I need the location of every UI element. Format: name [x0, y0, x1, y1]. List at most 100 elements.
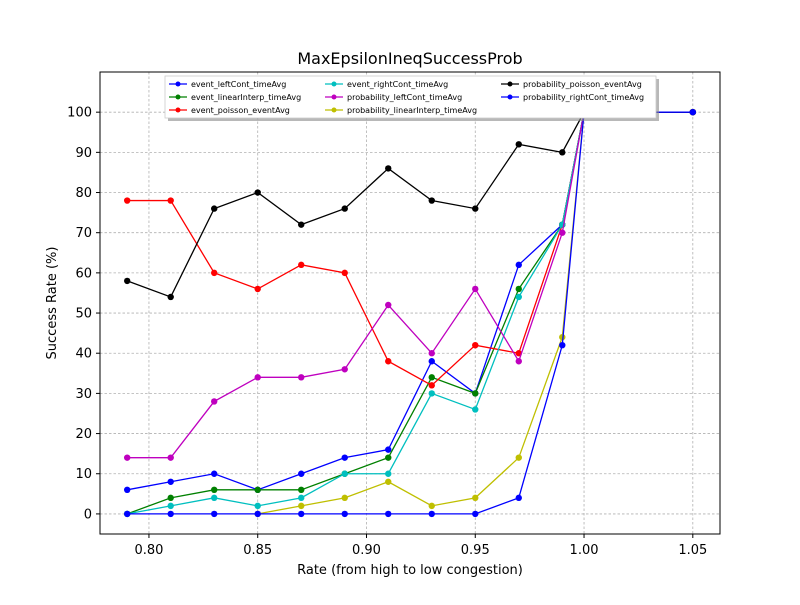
data-point — [428, 390, 435, 397]
data-point — [341, 205, 348, 212]
data-point — [515, 285, 522, 293]
legend-label: probability_poisson_eventAvg — [523, 80, 642, 89]
data-point — [211, 470, 218, 477]
data-point — [167, 510, 174, 518]
data-point — [559, 341, 566, 349]
data-point — [211, 494, 218, 502]
x-axis-label: Rate (from high to low congestion) — [297, 563, 523, 578]
data-point — [559, 333, 566, 341]
data-point — [254, 285, 261, 293]
legend-swatch-marker — [175, 107, 181, 113]
legend-item: probability_rightCont_timeAvg — [501, 93, 644, 102]
legend-item: probability_leftCont_timeAvg — [325, 93, 462, 102]
legend: event_leftCont_timeAvg event_linearInterp… — [164, 75, 659, 121]
legend-label: probability_linearInterp_timeAvg — [347, 106, 477, 115]
y-tick-label: 10 — [75, 467, 92, 482]
data-point — [298, 374, 305, 381]
chart-title: MaxEpsilonIneqSuccessProb — [297, 49, 522, 68]
data-point — [428, 350, 435, 357]
data-point — [385, 454, 392, 461]
legend-item: event_rightCont_timeAvg — [325, 80, 448, 89]
data-point — [559, 149, 566, 156]
legend-box — [164, 75, 657, 119]
data-point — [428, 197, 435, 204]
data-point — [385, 446, 392, 453]
legend-swatch-marker — [331, 107, 337, 113]
legend-swatch-marker — [175, 94, 181, 100]
grid-lines — [100, 72, 720, 534]
data-point — [211, 486, 218, 494]
legend-swatch-marker — [331, 94, 337, 100]
data-point — [341, 269, 348, 277]
data-point — [428, 358, 435, 365]
data-point — [385, 301, 392, 309]
data-point — [211, 398, 218, 405]
data-point — [428, 502, 435, 510]
data-point — [123, 197, 131, 204]
legend-swatch-marker — [507, 94, 513, 100]
legend-label: event_poisson_eventAvg — [191, 106, 290, 115]
legend-label: event_leftCont_timeAvg — [191, 80, 286, 89]
data-point — [341, 470, 348, 477]
data-point — [123, 277, 131, 285]
data-point — [472, 341, 479, 349]
y-tick-label: 40 — [75, 347, 92, 362]
data-point — [515, 358, 522, 365]
data-point — [211, 269, 218, 277]
data-point — [167, 478, 174, 485]
data-point — [298, 486, 305, 494]
x-tick-label: 0.85 — [243, 543, 272, 558]
axis-ticks: 0.80 0.85 0.90 0.95 1.00 1.05 0 10 20 30 40 50 60 70 8… — [67, 106, 707, 558]
data-point — [298, 261, 305, 269]
data-point — [385, 470, 392, 477]
x-tick-label: 0.95 — [461, 543, 490, 558]
x-tick-label: 1.00 — [570, 543, 599, 558]
data-point — [428, 510, 435, 518]
y-tick-label: 60 — [75, 266, 92, 281]
data-point — [254, 502, 261, 510]
data-point — [385, 165, 392, 172]
data-point — [472, 205, 479, 212]
data-point — [472, 285, 479, 293]
data-point — [472, 406, 479, 413]
data-point — [167, 454, 174, 461]
data-point — [515, 293, 522, 301]
legend-item: event_poisson_eventAvg — [169, 106, 290, 115]
data-point — [167, 293, 174, 301]
data-point — [472, 390, 479, 397]
data-point — [298, 502, 305, 510]
data-point — [385, 478, 392, 485]
legend-label: probability_rightCont_timeAvg — [523, 93, 644, 102]
y-tick-label: 20 — [75, 427, 92, 442]
data-point — [123, 454, 131, 461]
data-point — [211, 205, 218, 212]
legend-swatch-marker — [507, 81, 513, 87]
data-point — [515, 261, 522, 269]
data-point — [254, 374, 261, 381]
y-tick-label: 30 — [75, 387, 92, 402]
legend-item: probability_poisson_eventAvg — [501, 80, 642, 89]
data-point — [298, 510, 305, 518]
y-tick-label: 90 — [75, 146, 92, 161]
legend-item: event_linearInterp_timeAvg — [169, 93, 301, 102]
data-point — [515, 141, 522, 148]
data-point — [428, 374, 435, 381]
data-point — [689, 108, 697, 116]
data-point — [167, 197, 174, 204]
y-axis-label: Success Rate (%) — [45, 247, 60, 360]
data-point — [167, 502, 174, 510]
data-point — [515, 494, 522, 502]
legend-label: event_rightCont_timeAvg — [347, 80, 448, 89]
legend-label: probability_leftCont_timeAvg — [347, 93, 462, 102]
legend-item: event_leftCont_timeAvg — [169, 80, 286, 89]
data-point — [167, 494, 174, 502]
plot-frame — [99, 71, 721, 535]
data-point — [559, 229, 566, 236]
data-point — [428, 382, 435, 389]
data-point — [385, 510, 392, 518]
y-tick-label: 0 — [84, 507, 92, 522]
x-tick-label: 1.05 — [678, 543, 707, 558]
series-probability_rightCont_timeAvg — [123, 108, 697, 518]
